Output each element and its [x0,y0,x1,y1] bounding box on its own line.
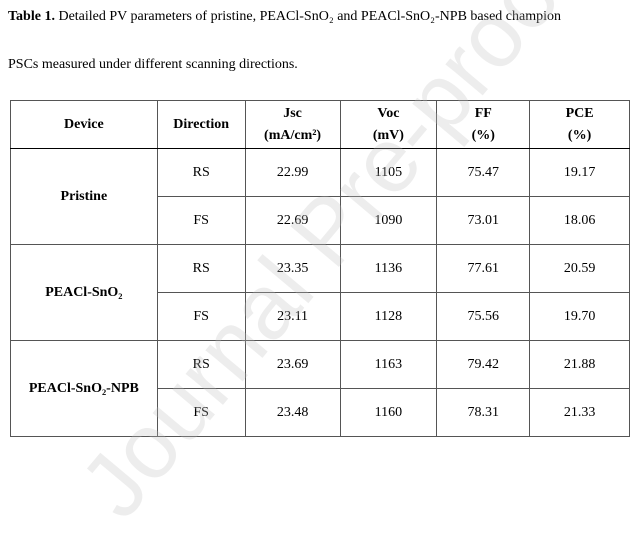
table-cell: RS [156,148,246,197]
table-row: Pristine RS 22.99 1105 75.47 19.17 [10,148,630,245]
table-cell: 1090 [339,196,438,245]
header-row: Device Direction Jsc (mA/cm²) Voc (mV) FF (%) PC… [10,100,630,149]
table-cell: 23.11 [244,292,341,341]
table-row: FS 23.48 1160 78.31 21.33 [11,388,630,437]
table-row: PEACl-SnO₂ RS 23.35 1136 77.61 20.59 [10,244,630,341]
table: Device Direction Jsc (mA/cm²) Voc (mV) FF (%) PC… [10,100,630,437]
caption-line: Table 1. Detailed PV parameters of prist… [8,9,561,25]
header-cell: FF (%) [436,100,531,149]
header-text: Device [64,116,104,132]
table-cell: 19.17 [529,148,630,197]
table-cell: 75.56 [436,292,531,341]
table-cell: RS [156,244,246,293]
table-cell: 79.42 [436,340,531,389]
table-cell: 21.88 [529,340,630,389]
header-cell: Jsc (mA/cm²) [244,100,341,149]
table-cell: FS [156,388,246,437]
table-cell: 23.69 [244,340,341,389]
table-cell: 78.31 [436,388,531,437]
table-cell: 19.70 [529,292,630,341]
table-row: FS 23.11 1128 75.56 19.70 [11,292,630,341]
caption-text: PSCs measured under different scanning d… [8,57,298,72]
header-cell: Device [10,100,158,149]
header-text: (mA/cm²) [264,127,322,143]
header-cell: Voc (mV) [339,100,438,149]
table-cell: 1163 [339,340,438,389]
header-text: Direction [173,116,230,132]
header-text: (%) [471,127,495,143]
table-cell: 1105 [339,148,438,197]
table-cell: 1160 [339,388,438,437]
table-cell: 22.69 [244,196,341,245]
table-cell: 18.06 [529,196,630,245]
header-cell: Direction [156,100,246,149]
table-row: FS 22.69 1090 73.01 18.06 [11,196,630,245]
table-cell: 1128 [339,292,438,341]
device-cell: Pristine [10,148,158,245]
table-cell: FS [156,292,246,341]
table-cell: FS [156,196,246,245]
header-text: PCE [565,105,594,121]
table-cell: 1136 [339,244,438,293]
device-cell: PEACl-SnO₂-NPB [10,340,158,437]
table-cell: 23.48 [244,388,341,437]
table-row: PEACl-SnO₂-NPB RS 23.69 1163 79.42 21.88 [10,340,630,437]
header-cell: PCE (%) [529,100,630,149]
caption-line: PSCs measured under different scanning d… [8,57,298,73]
header-text: Jsc [283,105,302,121]
table-cell: 77.61 [436,244,531,293]
caption-label: Table 1. [8,9,55,24]
device-cell: PEACl-SnO₂ [10,244,158,341]
header-text: (mV) [372,127,404,143]
header-text: (%) [567,127,592,143]
caption-text: Detailed PV parameters of pristine, PEAC… [58,9,562,24]
table-cell: 20.59 [529,244,630,293]
table-cell: 73.01 [436,196,531,245]
table-cell: RS [156,340,246,389]
page: Table 1. Detailed PV parameters of prist… [8,0,630,537]
table-cell: 23.35 [244,244,341,293]
table-cell: 21.33 [529,388,630,437]
table-cell: 75.47 [436,148,531,197]
table-cell: 22.99 [244,148,341,197]
header-text: Voc [377,105,400,121]
header-text: FF [474,105,492,121]
